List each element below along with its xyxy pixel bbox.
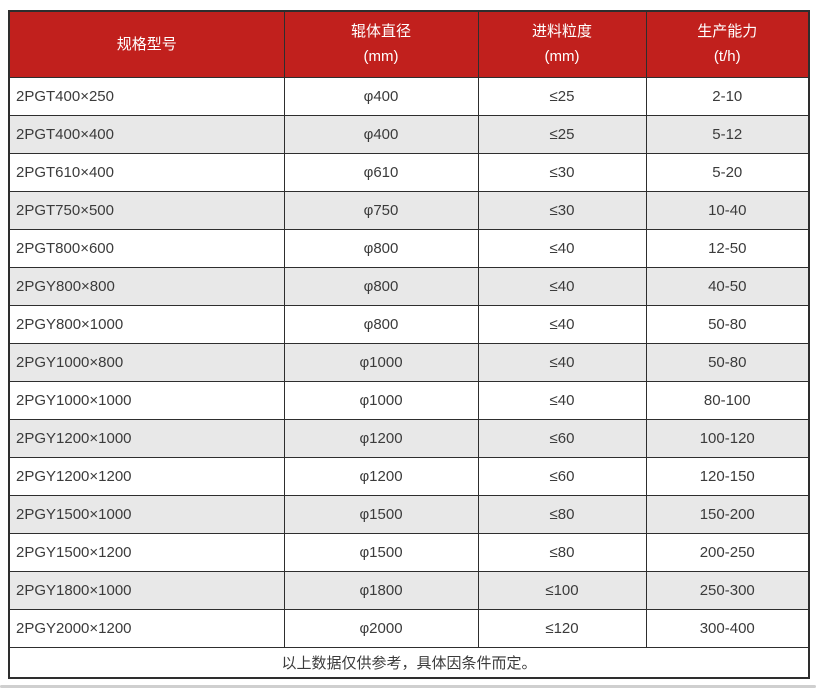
feed-size-cell: ≤100 (477, 570, 647, 610)
table-body: 2PGT400×250 φ400 ≤25 2-10 2PGT400×400 φ400 ≤25… (8, 76, 810, 648)
diameter-cell: φ750 (283, 190, 479, 230)
header-row: 规格型号 辊体直径 (mm) 进料粒度 (mm) 生产能力 (t/h) (8, 10, 810, 78)
model-cell: 2PGY800×1000 (8, 304, 285, 344)
feed-size-cell: ≤40 (477, 304, 647, 344)
diameter-cell: φ610 (283, 152, 479, 192)
feed-size-cell: ≤30 (477, 190, 647, 230)
table-row: 2PGY2000×1200 φ2000 ≤120 300-400 (8, 608, 810, 648)
feed-size-cell: ≤25 (477, 76, 647, 116)
capacity-cell: 250-300 (645, 570, 810, 610)
feed-size-cell: ≤60 (477, 456, 647, 496)
model-cell: 2PGY1200×1000 (8, 418, 285, 458)
model-cell: 2PGT610×400 (8, 152, 285, 192)
model-cell: 2PGY800×800 (8, 266, 285, 306)
diameter-cell: φ1000 (283, 380, 479, 420)
table-row: 2PGY1000×800 φ1000 ≤40 50-80 (8, 342, 810, 382)
diameter-cell: φ1500 (283, 532, 479, 572)
spec-table-container: 规格型号 辊体直径 (mm) 进料粒度 (mm) 生产能力 (t/h) 2PGT… (8, 10, 810, 679)
model-cell: 2PGY1000×1000 (8, 380, 285, 420)
col-header-feed-size: 进料粒度 (mm) (477, 10, 647, 78)
capacity-cell: 300-400 (645, 608, 810, 648)
diameter-cell: φ2000 (283, 608, 479, 648)
feed-size-cell: ≤40 (477, 266, 647, 306)
diameter-cell: φ800 (283, 266, 479, 306)
col-header-model-label: 规格型号 (116, 35, 177, 53)
col-header-model: 规格型号 (8, 10, 285, 78)
feed-size-cell: ≤40 (477, 380, 647, 420)
col-header-diameter-label: 辊体直径 (350, 23, 411, 41)
feed-size-cell: ≤80 (477, 532, 647, 572)
table-row: 2PGY800×1000 φ800 ≤40 50-80 (8, 304, 810, 344)
table-row: 2PGY1500×1000 φ1500 ≤80 150-200 (8, 494, 810, 534)
table-footnote: 以上数据仅供参考，具体因条件而定。 (8, 646, 810, 679)
table-row: 2PGY1500×1200 φ1500 ≤80 200-250 (8, 532, 810, 572)
capacity-cell: 200-250 (645, 532, 810, 572)
table-row: 2PGY800×800 φ800 ≤40 40-50 (8, 266, 810, 306)
feed-size-cell: ≤30 (477, 152, 647, 192)
feed-size-cell: ≤80 (477, 494, 647, 534)
table-row: 2PGT800×600 φ800 ≤40 12-50 (8, 228, 810, 268)
col-header-diameter-unit: (mm) (363, 48, 399, 66)
capacity-cell: 150-200 (645, 494, 810, 534)
table-row: 2PGT750×500 φ750 ≤30 10-40 (8, 190, 810, 230)
capacity-cell: 2-10 (645, 76, 810, 116)
feed-size-cell: ≤40 (477, 228, 647, 268)
diameter-cell: φ400 (283, 114, 479, 154)
model-cell: 2PGY2000×1200 (8, 608, 285, 648)
bottom-edge-bar (0, 685, 816, 688)
model-cell: 2PGY1200×1200 (8, 456, 285, 496)
col-header-feed-size-unit: (mm) (544, 48, 580, 66)
diameter-cell: φ1800 (283, 570, 479, 610)
table-row: 2PGY1000×1000 φ1000 ≤40 80-100 (8, 380, 810, 420)
col-header-capacity: 生产能力 (t/h) (645, 10, 810, 78)
model-cell: 2PGY1500×1200 (8, 532, 285, 572)
model-cell: 2PGY1800×1000 (8, 570, 285, 610)
capacity-cell: 50-80 (645, 304, 810, 344)
capacity-cell: 80-100 (645, 380, 810, 420)
model-cell: 2PGT750×500 (8, 190, 285, 230)
table-row: 2PGY1200×1200 φ1200 ≤60 120-150 (8, 456, 810, 496)
feed-size-cell: ≤60 (477, 418, 647, 458)
footer-row: 以上数据仅供参考，具体因条件而定。 (8, 646, 810, 679)
col-header-diameter: 辊体直径 (mm) (283, 10, 479, 78)
spec-table: 规格型号 辊体直径 (mm) 进料粒度 (mm) 生产能力 (t/h) 2PGT… (8, 10, 810, 679)
capacity-cell: 100-120 (645, 418, 810, 458)
capacity-cell: 40-50 (645, 266, 810, 306)
diameter-cell: φ800 (283, 304, 479, 344)
capacity-cell: 5-12 (645, 114, 810, 154)
capacity-cell: 120-150 (645, 456, 810, 496)
table-row: 2PGT400×250 φ400 ≤25 2-10 (8, 76, 810, 116)
col-header-capacity-unit: (t/h) (713, 48, 741, 66)
table-row: 2PGT610×400 φ610 ≤30 5-20 (8, 152, 810, 192)
capacity-cell: 50-80 (645, 342, 810, 382)
table-row: 2PGY1200×1000 φ1200 ≤60 100-120 (8, 418, 810, 458)
capacity-cell: 10-40 (645, 190, 810, 230)
feed-size-cell: ≤40 (477, 342, 647, 382)
table-row: 2PGY1800×1000 φ1800 ≤100 250-300 (8, 570, 810, 610)
diameter-cell: φ1000 (283, 342, 479, 382)
table-row: 2PGT400×400 φ400 ≤25 5-12 (8, 114, 810, 154)
model-cell: 2PGT400×400 (8, 114, 285, 154)
diameter-cell: φ1200 (283, 456, 479, 496)
capacity-cell: 5-20 (645, 152, 810, 192)
col-header-capacity-label: 生产能力 (697, 23, 758, 41)
col-header-feed-size-label: 进料粒度 (531, 23, 592, 41)
feed-size-cell: ≤25 (477, 114, 647, 154)
model-cell: 2PGT800×600 (8, 228, 285, 268)
diameter-cell: φ1200 (283, 418, 479, 458)
diameter-cell: φ400 (283, 76, 479, 116)
model-cell: 2PGT400×250 (8, 76, 285, 116)
diameter-cell: φ1500 (283, 494, 479, 534)
diameter-cell: φ800 (283, 228, 479, 268)
model-cell: 2PGY1500×1000 (8, 494, 285, 534)
model-cell: 2PGY1000×800 (8, 342, 285, 382)
capacity-cell: 12-50 (645, 228, 810, 268)
feed-size-cell: ≤120 (477, 608, 647, 648)
